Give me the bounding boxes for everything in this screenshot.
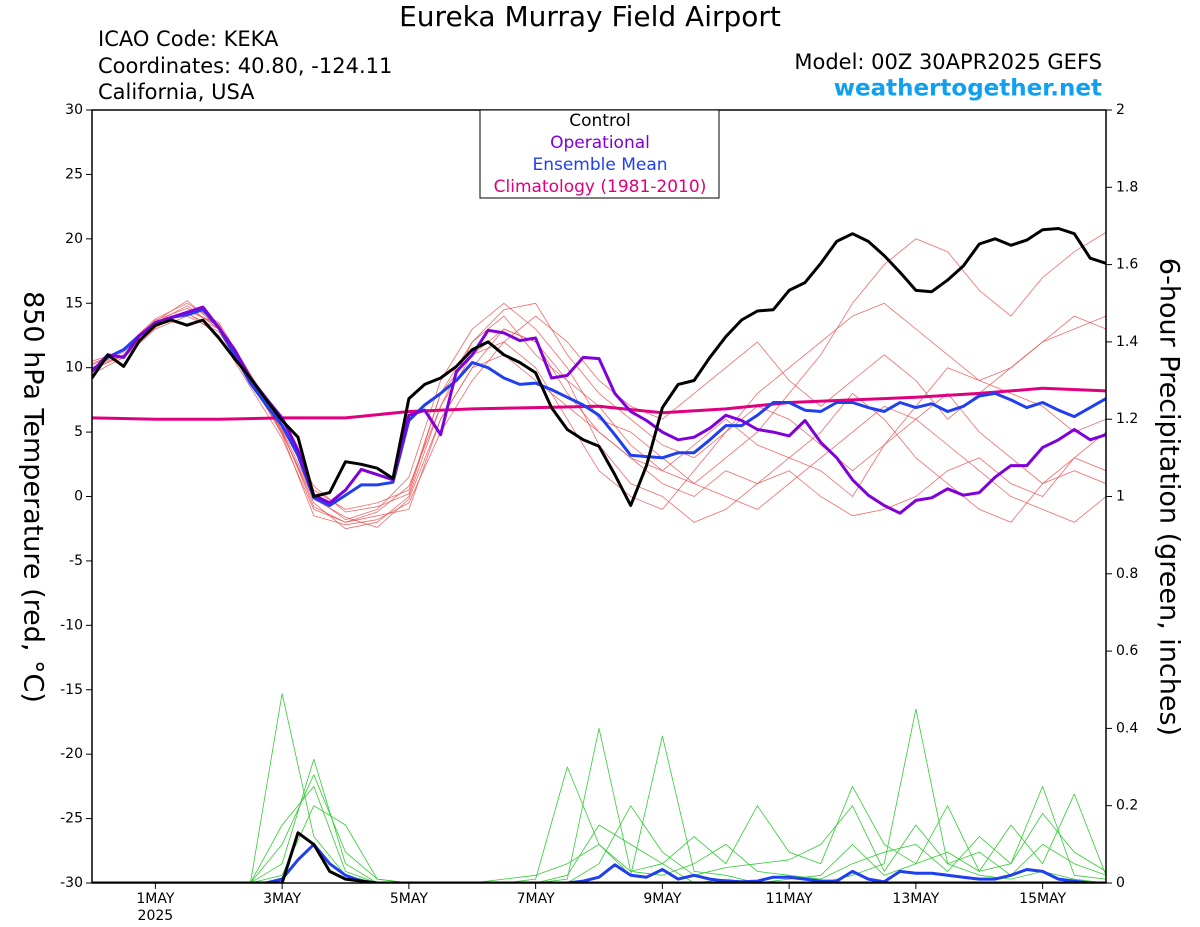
ensemble-member-line (92, 302, 1106, 523)
y-tick-label: 30 (65, 102, 83, 118)
ensemble-member-line (92, 302, 1106, 523)
y2-tick-label: 1.2 (1116, 411, 1138, 427)
precip-member-line (92, 786, 1106, 883)
chart-title: Eureka Murray Field Airport (399, 0, 781, 33)
y-tick-label: -15 (60, 682, 83, 698)
plot-frame (91, 109, 1107, 884)
precip-line (92, 842, 1106, 883)
info-line: California, USA (98, 80, 255, 104)
y-tick-label: -5 (69, 553, 83, 569)
y-tick-label: -25 (60, 811, 83, 827)
info-line: Coordinates: 40.80, -124.11 (98, 54, 392, 78)
y-tick-label: -10 (60, 617, 83, 633)
y-tick-label: 10 (65, 360, 83, 376)
y-tick-label: 0 (74, 489, 83, 505)
y2-tick-label: 1.8 (1116, 179, 1138, 195)
precip-member-line (92, 693, 1106, 883)
precip-member-line (92, 805, 1106, 883)
axes: -30-25-20-15-10-505101520253000.20.40.60… (60, 102, 1138, 924)
legend-box (479, 109, 720, 199)
legend-entry: Control (569, 111, 630, 131)
precip-member-line (92, 774, 1106, 883)
temperature-line (92, 227, 1106, 507)
y2-tick-label: 0.4 (1116, 720, 1138, 736)
model-info: Model: 00Z 30APR2025 GEFS (794, 50, 1102, 74)
temperature-line (92, 308, 1106, 507)
temperature-line (92, 386, 1106, 421)
x-tick-label: 13MAY (892, 891, 939, 907)
y-tick-label: 15 (65, 295, 83, 311)
y2-tick-label: 0.8 (1116, 566, 1138, 582)
x-sublabel: 2025 (138, 908, 174, 924)
precip-member-line (92, 735, 1106, 883)
y-tick-label: 25 (65, 166, 83, 182)
y2-tick-label: 1 (1116, 489, 1125, 505)
x-tick-label: 3MAY (263, 891, 301, 907)
x-tick-label: 1MAY (136, 891, 174, 907)
x-tick-label: 15MAY (1019, 891, 1066, 907)
y-axis-title: 850 hPa Temperature (red, °C) (18, 291, 49, 703)
x-tick-label: 5MAY (390, 891, 428, 907)
legend-entry: Operational (550, 133, 650, 153)
y-tick-label: 5 (74, 424, 83, 440)
y2-tick-label: 2 (1116, 102, 1125, 118)
y-tick-label: -20 (60, 746, 83, 762)
plot-area (92, 227, 1106, 883)
legend-entry: Climatology (1981-2010) (494, 177, 707, 197)
info-line: ICAO Code: KEKA (98, 27, 279, 51)
source: weathertogether.net (834, 76, 1102, 102)
y2-tick-label: 0.6 (1116, 643, 1138, 659)
x-tick-label: 11MAY (766, 891, 813, 907)
y2-tick-label: 0.2 (1116, 798, 1138, 814)
y2-tick-label: 0 (1116, 875, 1125, 891)
y2-tick-label: 1.4 (1116, 334, 1138, 350)
y2-tick-label: 1.6 (1116, 257, 1138, 273)
y2-axis-title: 6-hour Precipitation (green, inches) (1154, 258, 1185, 736)
x-tick-label: 9MAY (643, 891, 681, 907)
x-tick-label: 7MAY (517, 891, 555, 907)
y-tick-label: 20 (65, 231, 83, 247)
y-tick-label: -30 (60, 875, 83, 891)
legend-entry: Ensemble Mean (532, 155, 667, 175)
